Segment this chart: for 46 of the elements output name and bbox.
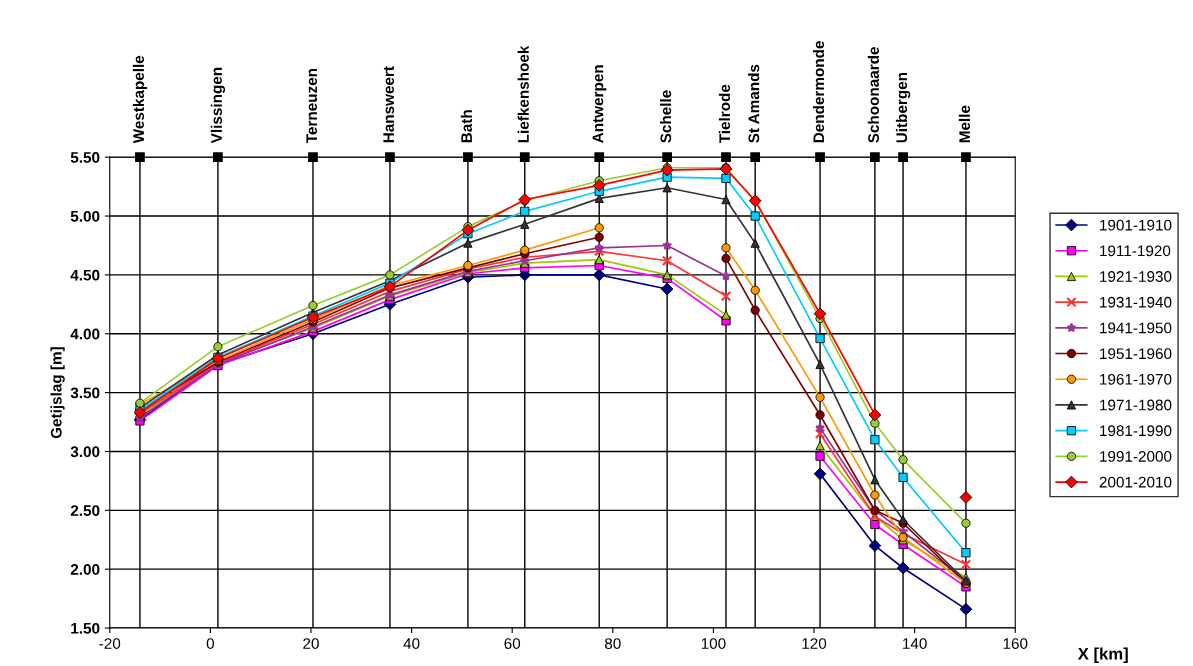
x-tick-label: 100 <box>701 638 726 649</box>
ref-line-label: Schoonaarde <box>867 47 879 143</box>
ref-line-label: Tielrode <box>718 84 731 144</box>
y-tick-label: 4.50 <box>70 269 100 281</box>
y-tick-label: 3.00 <box>70 446 100 458</box>
ref-line-label: Antwerpen <box>592 65 607 143</box>
legend-label: 1981-1990 <box>1100 425 1172 437</box>
x-tick-label: -20 <box>99 638 121 649</box>
legend-label: 2001-2010 <box>1099 476 1172 488</box>
x-tick-label: 40 <box>403 638 420 649</box>
ref-line-label: Schelle <box>660 90 672 143</box>
ref-line-label: Liefkenshoek <box>517 45 529 143</box>
ref-line-label: Uitbergen <box>895 72 911 143</box>
legend-label: 1961-1970 <box>1100 373 1172 385</box>
ref-line-label: Westkapelle <box>132 55 148 144</box>
legend-label: 1901-1910 <box>1100 219 1172 231</box>
y-tick-label: 4.00 <box>70 328 100 340</box>
legend-label: 1991-2000 <box>1100 451 1172 462</box>
legend-label: 1911-1920 <box>1100 245 1171 257</box>
x-tick-label: 120 <box>802 638 827 649</box>
ref-line-label: Vlissingen <box>210 67 226 144</box>
x-axis-title: X [km] <box>1077 647 1128 664</box>
ref-line-label: Hansweert <box>383 66 395 143</box>
ref-line-label: St Amands <box>748 64 760 143</box>
y-tick-label: 5.50 <box>70 152 100 163</box>
x-tick-label: 20 <box>303 638 319 649</box>
y-axis-title: Getijslag [m] <box>50 347 65 439</box>
legend-label: 1931-1940 <box>1100 296 1172 308</box>
x-tick-label: 160 <box>1003 638 1028 649</box>
legend-label: 1971-1980 <box>1100 399 1172 411</box>
y-tick-label: 2.00 <box>70 564 100 575</box>
y-tick-label: 1.50 <box>71 622 100 634</box>
ref-line-label: Melle <box>958 105 971 143</box>
legend-label: 1951-1960 <box>1100 348 1172 360</box>
ref-line-label: Bath <box>460 110 473 143</box>
x-tick-label: 140 <box>903 638 927 649</box>
x-tick-label: 0 <box>206 638 215 649</box>
x-tick-label: 80 <box>604 638 621 649</box>
x-tick-label: 60 <box>504 638 521 649</box>
legend-label: 1941-1950 <box>1100 322 1172 334</box>
ref-line-label: Dendermonde <box>812 41 825 143</box>
y-tick-label: 3.50 <box>70 387 100 399</box>
ref-line-label: Terneuzen <box>306 68 318 144</box>
y-tick-label: 5.00 <box>70 210 100 222</box>
legend-label: 1921-1930 <box>1100 271 1172 282</box>
y-tick-label: 2.50 <box>70 505 100 517</box>
